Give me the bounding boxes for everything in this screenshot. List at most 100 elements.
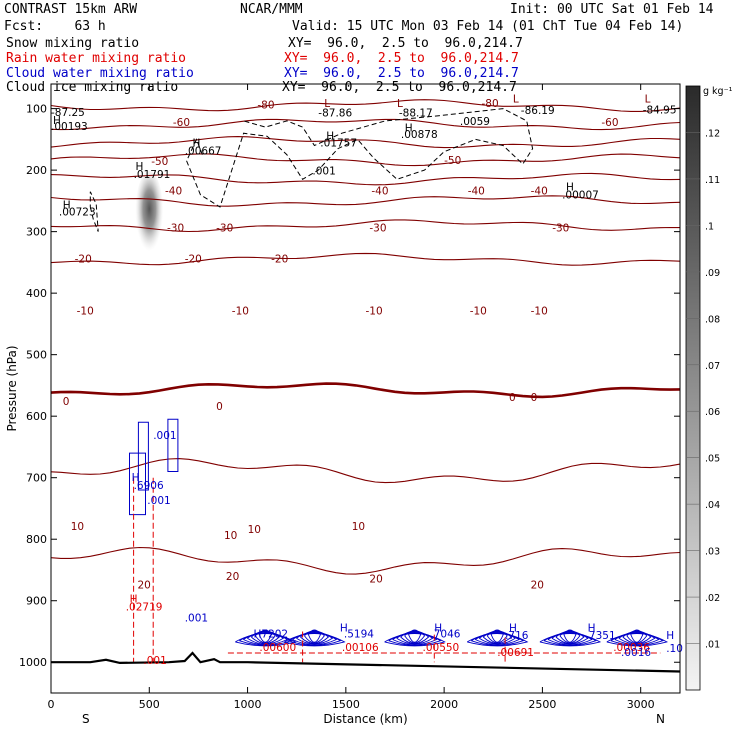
isotherm-line <box>50 195 681 207</box>
y-tick-label: 1000 <box>19 656 47 669</box>
colorbar-tick-label: .04 <box>705 500 720 511</box>
extremum-label: .0016 <box>621 647 651 659</box>
isotherm-line <box>50 153 681 167</box>
extremum-label: .00550 <box>423 642 460 654</box>
colorbar-tick-label: .06 <box>705 407 720 418</box>
isotherm-label: -50 <box>151 156 168 168</box>
field-label-cloudwater: Cloud water mixing ratio <box>6 66 194 81</box>
terrain-line <box>51 651 681 673</box>
y-tick-label: 400 <box>26 287 47 300</box>
y-tick-label: 300 <box>26 226 47 239</box>
extremum-label: H <box>405 122 413 134</box>
isotherm-label: -30 <box>552 223 569 235</box>
snow-shading-layer <box>135 171 164 256</box>
isotherm-label: 0 <box>509 392 516 404</box>
extremum-label: .716 <box>505 630 529 642</box>
extremum-label: .001 <box>312 165 335 177</box>
isotherm-label: -50 <box>444 155 461 167</box>
isotherm-label: -80 <box>257 100 274 112</box>
extremum-label: L <box>324 98 330 110</box>
extremum-label: .001 <box>143 655 166 667</box>
extremum-label: H <box>588 623 596 635</box>
isotherm-label: -40 <box>468 186 485 198</box>
y-tick-label: 800 <box>26 533 47 546</box>
init-time: Init: 00 UTC Sat 01 Feb 14 <box>510 2 714 17</box>
extremum-label: H <box>434 623 442 635</box>
extremum-label: H <box>326 130 334 142</box>
isotherm-label: 10 <box>248 524 261 536</box>
isotherm-line <box>50 458 681 484</box>
extremum-label: H <box>666 630 674 642</box>
extremum-label: .10 <box>666 643 683 655</box>
x-axis-title: Distance (km) <box>323 712 407 726</box>
extremum-label: L <box>397 98 403 110</box>
colorbar: g kg⁻¹ .12 .11 .1 .09 .08 .07 .06 .05 .04 .03 .02 .0… <box>685 85 733 691</box>
extremum-label: -87.86 <box>318 108 352 120</box>
isotherm-label: -60 <box>601 117 618 129</box>
extremum-label: H <box>509 623 517 635</box>
isotherm-line <box>50 118 681 131</box>
y-axis-title: Pressure (hPa) <box>5 345 19 431</box>
extremum-label: -84.95 <box>643 105 677 117</box>
extremum-label: H <box>53 115 61 127</box>
isotherm-label: 10 <box>352 521 365 533</box>
extremum-label: .00878 <box>401 129 438 141</box>
cloud-water-contour <box>167 418 179 472</box>
cloud-water-contour <box>384 633 446 647</box>
extremum-label: .6906 <box>134 480 164 492</box>
org-label: NCAR/MMM <box>240 2 303 17</box>
isotherm-label: 10 <box>224 530 237 542</box>
extremum-label: .00007 <box>562 189 599 201</box>
field-xy-rain: XY= 96.0, 2.5 to 96.0,214.7 <box>284 51 519 66</box>
cloud-water-contour <box>129 452 146 516</box>
snow-max-shading <box>135 171 164 256</box>
x-tick-label: 3000 <box>627 698 655 711</box>
extremum-label: .00667 <box>185 146 222 158</box>
cloud-water-contour <box>137 421 149 491</box>
dashed-contours-layer <box>89 108 534 232</box>
colorbar-tick-label: .01 <box>705 640 720 651</box>
cloud-water-contour <box>539 633 602 647</box>
isotherm-label: 10 <box>71 521 84 533</box>
extremum-label: H <box>130 594 138 606</box>
field-label-snow: Snow mixing ratio <box>6 36 140 51</box>
extremum-label: H <box>136 161 144 173</box>
colorbar-tick-label: .07 <box>705 361 720 372</box>
ice-contour-dashed <box>186 108 534 208</box>
isotherm-label: -10 <box>77 306 94 318</box>
extremum-label: .00106 <box>342 642 379 654</box>
cloud-water-contour <box>466 633 529 647</box>
extremum-label: .00036 <box>613 642 650 654</box>
isotherm-label: -10 <box>470 306 487 318</box>
contour-labels-layer: -80 -80 -60 -60 -50 -50 -40 -40 -40 -40 -30 -30 -30 -… <box>51 94 683 668</box>
isotherms-layer <box>50 99 681 575</box>
colorbar-tick-label: .03 <box>705 547 720 558</box>
colorbar-tick-label: .08 <box>705 314 720 325</box>
isotherm-label: -30 <box>167 223 184 235</box>
isotherm-label: 0 <box>63 396 70 408</box>
x-tick-label: 2000 <box>430 698 458 711</box>
endpoint-left: S <box>82 712 90 726</box>
extremum-label: .00723 <box>59 207 96 219</box>
terrain-layer <box>51 651 681 673</box>
colorbar-tick-label: .12 <box>705 128 720 139</box>
extremum-label: -87.25 <box>51 107 85 119</box>
extremum-label: .5194 <box>344 629 374 641</box>
isotherm-label: 20 <box>138 579 151 591</box>
plot-frame <box>50 83 681 694</box>
isotherm-label: -20 <box>271 253 288 265</box>
field-xy-snow: XY= 96.0, 2.5 to 96.0,214.7 <box>288 36 523 51</box>
extremum-label: .02719 <box>126 602 163 614</box>
isotherm-label: -20 <box>185 253 202 265</box>
x-tick-label: 2500 <box>528 698 556 711</box>
model-title: CONTRAST 15km ARW <box>4 2 138 17</box>
y-tick-label: 600 <box>26 410 47 423</box>
extremum-label: L <box>645 94 651 106</box>
isotherm-label: -10 <box>232 306 249 318</box>
cloud-water-contour <box>235 633 297 647</box>
isotherm-label: -10 <box>366 306 383 318</box>
forecast-hour: Fcst: 63 h <box>4 19 106 34</box>
extremum-label: .7046 <box>430 629 460 641</box>
